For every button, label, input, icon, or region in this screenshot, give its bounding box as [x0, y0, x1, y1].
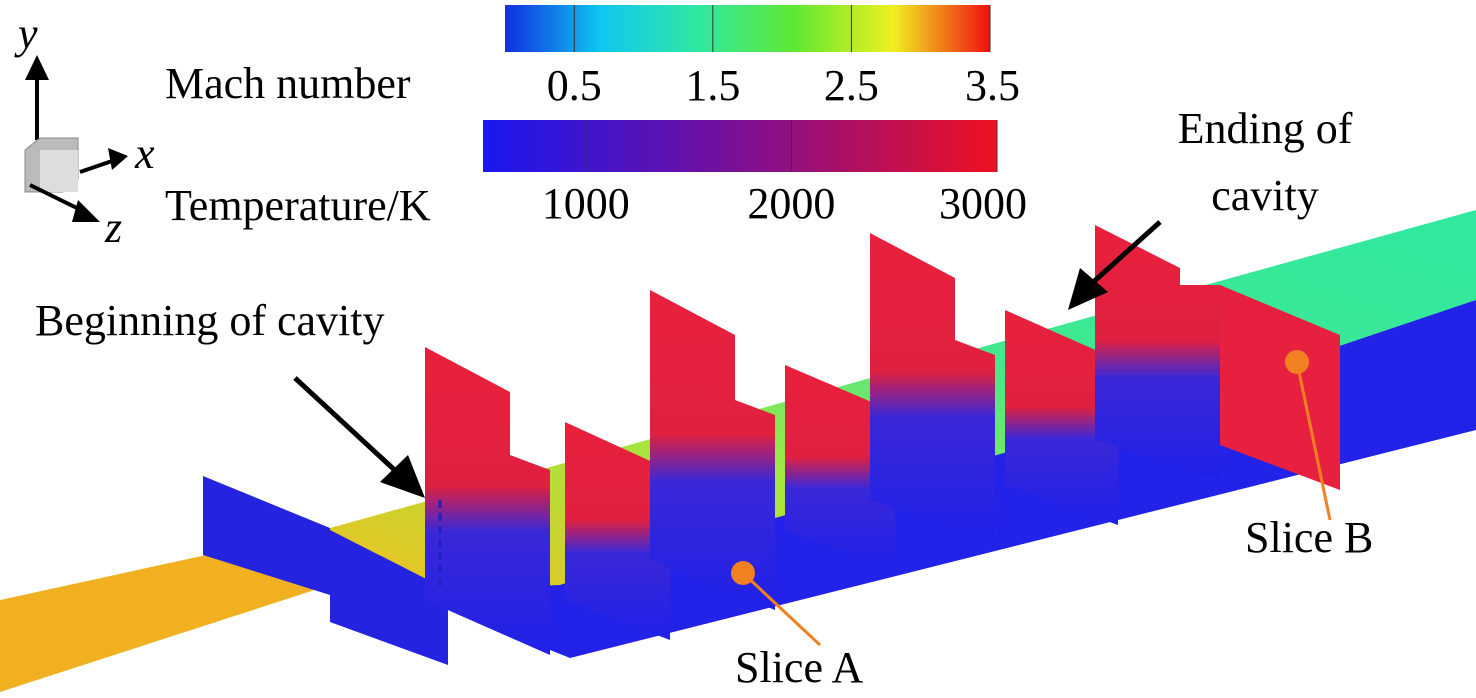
slice-b [1220, 285, 1340, 490]
slice [1095, 225, 1220, 480]
colorbar-tick-label: 3.5 [965, 61, 1020, 110]
colorbar-tick-label: 2000 [747, 179, 835, 228]
annotation: Ending of [1178, 104, 1353, 153]
colorbar-tick-label: 0.5 [547, 61, 602, 110]
inlet-slice [203, 476, 330, 595]
slice [425, 347, 550, 655]
colorbar-tick-label: 2.5 [824, 61, 879, 110]
colorbar-tick-label: 1.5 [685, 61, 740, 110]
axis-label: x [134, 129, 155, 178]
annotation: cavity [1211, 171, 1319, 220]
colorbar-tick-label: 3000 [939, 179, 1027, 228]
axis-label: y [14, 9, 38, 58]
axes-icon: y x z [14, 9, 155, 252]
annotation: Slice B [1245, 513, 1373, 562]
colorbar-label: Mach number [165, 59, 411, 108]
slice [650, 290, 775, 610]
flow-scene [0, 210, 1476, 692]
colorbar [483, 120, 997, 172]
slice [1005, 310, 1118, 525]
slice [565, 422, 670, 640]
colorbar-tick-label: 1000 [542, 179, 630, 228]
slice [785, 365, 895, 570]
inlet-slice [330, 530, 448, 665]
colorbar [505, 5, 990, 52]
annotation: Slice A [735, 643, 864, 692]
annotation: Beginning of cavity [35, 296, 385, 345]
colorbar-label: Temperature/K [165, 181, 431, 230]
slice [870, 233, 995, 540]
axis-label: z [104, 203, 122, 252]
